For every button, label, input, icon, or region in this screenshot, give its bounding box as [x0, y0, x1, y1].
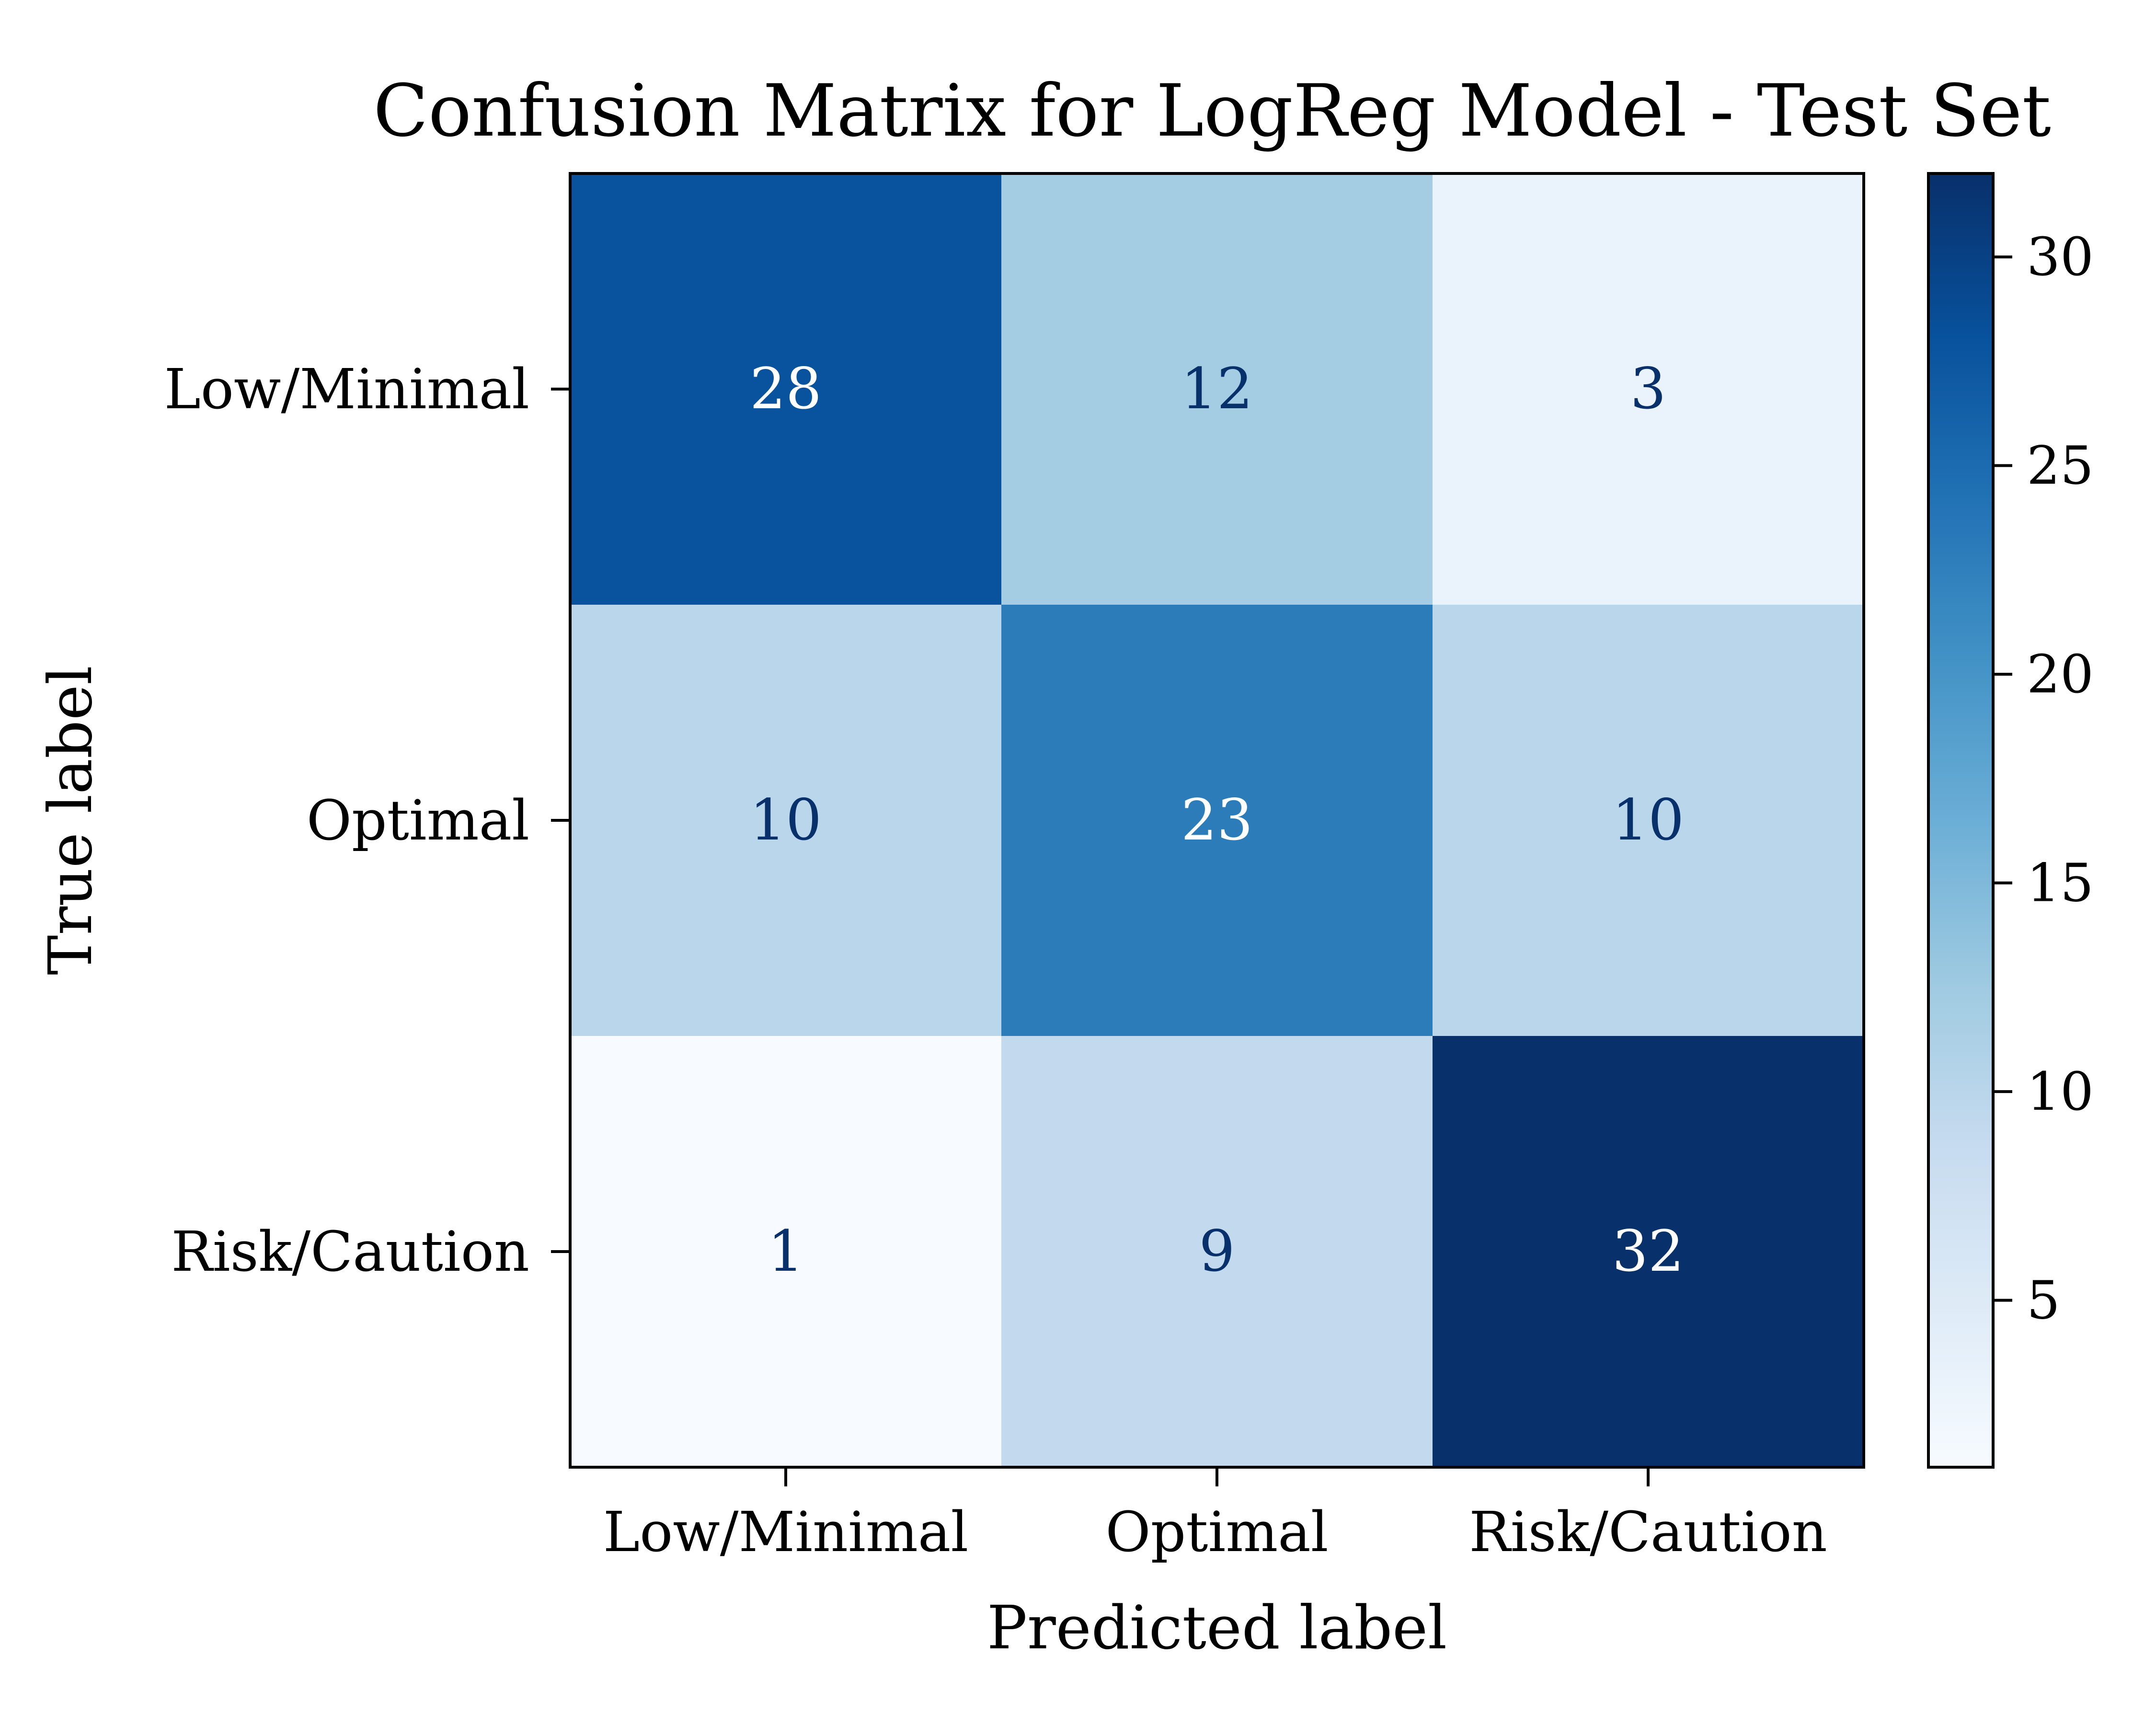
- colorbar-tick-label-1: 10: [2027, 1061, 2094, 1122]
- cell-value-0-1: 12: [1181, 356, 1253, 422]
- colorbar-tick-label-0: 5: [2027, 1270, 2060, 1331]
- cell-2-0: [570, 1036, 1002, 1468]
- colorbar: [1927, 172, 1995, 1469]
- cell-value-1-1: 23: [1181, 787, 1253, 853]
- y-axis-title: True label: [36, 666, 105, 975]
- cell-value-1-0: 10: [750, 787, 822, 853]
- y-axis-ticks: Low/Minimal Optimal Risk/Caution: [164, 357, 570, 1284]
- cell-2-2: [1433, 1036, 1864, 1468]
- colorbar-ticks: 5 10 15 20 25 30: [1993, 226, 2094, 1331]
- y-tick-label-2: Risk/Caution: [171, 1220, 529, 1284]
- cell-1-2: [1433, 605, 1864, 1036]
- cell-1-1: [1001, 605, 1433, 1036]
- heatmap-cells: [570, 173, 1864, 1468]
- x-tick-label-2: Risk/Caution: [1469, 1500, 1827, 1564]
- cell-value-labels: 28 12 3 10 23 10 1 9 32: [750, 356, 1684, 1284]
- cell-value-1-2: 10: [1612, 787, 1684, 853]
- y-tick-label-1: Optimal: [307, 789, 529, 853]
- cell-value-0-0: 28: [750, 356, 822, 422]
- colorbar-tick-label-4: 25: [2027, 435, 2094, 496]
- cell-1-0: [570, 605, 1002, 1036]
- colorbar-tick-label-3: 20: [2027, 644, 2094, 705]
- cell-0-2: [1433, 173, 1864, 605]
- x-tick-label-0: Low/Minimal: [603, 1500, 969, 1564]
- cell-0-1: [1001, 173, 1433, 605]
- cell-value-2-0: 1: [768, 1218, 803, 1284]
- y-tick-label-0: Low/Minimal: [164, 357, 529, 422]
- cell-value-2-1: 9: [1199, 1218, 1235, 1284]
- cell-0-0: [570, 173, 1002, 605]
- cell-value-2-2: 32: [1612, 1218, 1684, 1284]
- x-axis-title: Predicted label: [987, 1593, 1447, 1663]
- chart-title: Confusion Matrix for LogReg Model - Test…: [373, 69, 2051, 153]
- colorbar-tick-label-5: 30: [2027, 226, 2094, 288]
- x-tick-label-1: Optimal: [1105, 1500, 1328, 1564]
- x-axis-ticks: Low/Minimal Optimal Risk/Caution: [603, 1467, 1827, 1564]
- cell-2-1: [1001, 1036, 1433, 1468]
- cell-value-0-2: 3: [1630, 356, 1666, 422]
- colorbar-tick-label-2: 15: [2027, 852, 2094, 914]
